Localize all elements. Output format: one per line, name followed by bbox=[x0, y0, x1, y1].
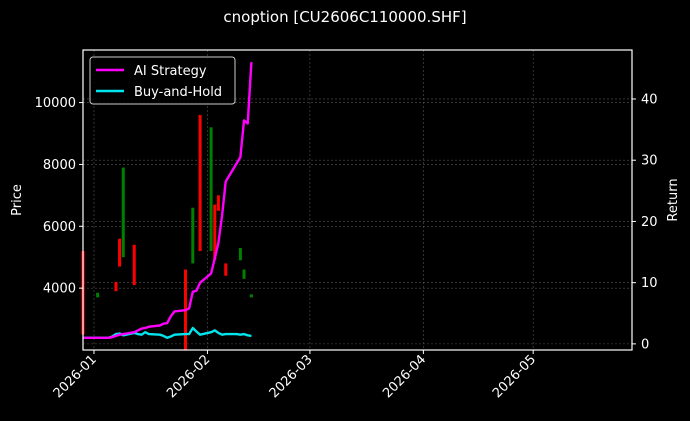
x-tick-label: 2026-05 bbox=[490, 352, 539, 401]
chart-title: cnoption [CU2606C110000.SHF] bbox=[223, 8, 467, 26]
right-axis-label: Return bbox=[666, 178, 681, 221]
candle-up bbox=[191, 207, 195, 264]
x-tick-label: 2026-02 bbox=[164, 352, 213, 401]
x-tick-label: 2026-01 bbox=[51, 352, 100, 401]
candle-up bbox=[209, 127, 213, 252]
candle-up bbox=[242, 269, 246, 279]
return-lines bbox=[83, 62, 253, 339]
x-date-axis: 2026-01 2026-02 2026-03 2026-04 2026-05 bbox=[51, 350, 539, 401]
candle-up bbox=[96, 292, 100, 298]
left-tick-label: 6000 bbox=[43, 220, 76, 235]
right-tick-label: 0 bbox=[641, 337, 649, 352]
x-tick-label: 2026-03 bbox=[267, 352, 316, 401]
right-tick-label: 40 bbox=[641, 92, 658, 107]
legend: AI Strategy Buy-and-Hold bbox=[89, 56, 236, 105]
candle-down bbox=[198, 114, 202, 252]
plot-frame bbox=[82, 49, 633, 351]
candle-down bbox=[114, 281, 118, 292]
ai-strategy-line bbox=[83, 62, 253, 339]
left-axis-label: Price bbox=[10, 184, 25, 216]
legend-label-ai-strategy: AI Strategy bbox=[134, 64, 207, 79]
right-tick-label: 30 bbox=[641, 154, 658, 169]
legend-label-buy-and-hold: Buy-and-Hold bbox=[134, 85, 222, 100]
left-price-axis: 4000 6000 8000 10000 bbox=[35, 96, 83, 297]
right-tick-label: 10 bbox=[641, 276, 658, 291]
candle-down bbox=[118, 238, 122, 267]
left-tick-label: 4000 bbox=[43, 282, 76, 297]
left-tick-label: 10000 bbox=[35, 96, 76, 111]
left-tick-label: 8000 bbox=[43, 158, 76, 173]
candlestick-series bbox=[81, 114, 253, 350]
buy-and-hold-line bbox=[83, 326, 252, 339]
candle-down bbox=[132, 244, 136, 286]
grid-lines bbox=[83, 50, 632, 350]
right-return-axis: 0 10 20 30 40 bbox=[632, 92, 658, 352]
candle-down bbox=[216, 195, 220, 211]
candle-up bbox=[121, 167, 125, 258]
x-tick-label: 2026-04 bbox=[380, 352, 429, 401]
candle-down bbox=[213, 204, 217, 261]
candle-up bbox=[249, 294, 253, 298]
candle-up bbox=[238, 247, 242, 261]
right-tick-label: 20 bbox=[641, 215, 658, 230]
candle-down bbox=[224, 263, 228, 276]
legend-box bbox=[89, 56, 236, 105]
